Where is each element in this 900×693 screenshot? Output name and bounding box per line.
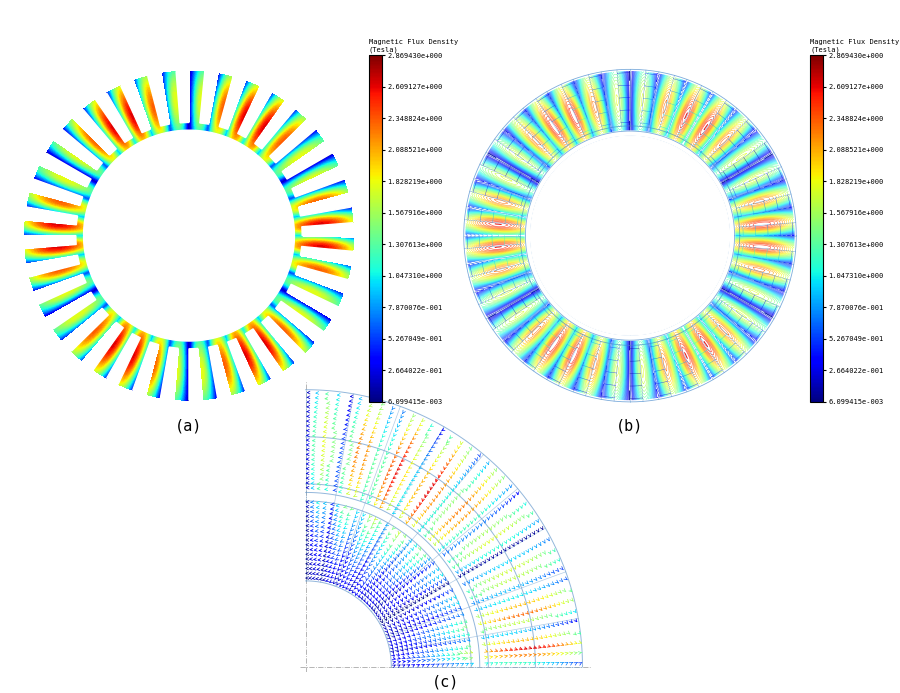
Polygon shape <box>89 135 289 336</box>
Polygon shape <box>165 139 179 182</box>
Polygon shape <box>224 274 257 310</box>
Polygon shape <box>220 77 246 130</box>
Polygon shape <box>83 322 123 369</box>
Polygon shape <box>148 144 170 186</box>
Polygon shape <box>231 267 268 299</box>
Polygon shape <box>160 347 178 399</box>
Polygon shape <box>114 271 150 304</box>
Polygon shape <box>88 134 290 337</box>
Polygon shape <box>244 228 287 236</box>
Polygon shape <box>302 222 354 236</box>
Polygon shape <box>40 153 91 187</box>
Polygon shape <box>126 278 158 315</box>
Polygon shape <box>238 195 281 217</box>
Polygon shape <box>63 308 108 351</box>
Polygon shape <box>208 286 230 327</box>
Polygon shape <box>85 131 293 340</box>
Polygon shape <box>94 202 138 221</box>
Polygon shape <box>104 263 144 291</box>
Polygon shape <box>148 73 169 126</box>
Polygon shape <box>31 179 83 205</box>
Polygon shape <box>262 316 304 362</box>
Polygon shape <box>107 333 140 384</box>
Polygon shape <box>91 236 134 243</box>
Polygon shape <box>181 138 189 181</box>
Text: (a): (a) <box>176 418 202 433</box>
Polygon shape <box>275 301 323 342</box>
Polygon shape <box>200 72 218 124</box>
Polygon shape <box>203 141 222 184</box>
Polygon shape <box>292 168 344 197</box>
Polygon shape <box>138 184 240 287</box>
Polygon shape <box>95 93 132 142</box>
Polygon shape <box>110 173 147 204</box>
Polygon shape <box>87 134 291 337</box>
Polygon shape <box>194 139 206 182</box>
Polygon shape <box>270 121 315 163</box>
Polygon shape <box>243 241 286 252</box>
Polygon shape <box>301 247 353 264</box>
Polygon shape <box>228 167 264 200</box>
Polygon shape <box>55 130 103 170</box>
Polygon shape <box>531 137 729 335</box>
Polygon shape <box>24 236 77 249</box>
Polygon shape <box>176 71 189 123</box>
Polygon shape <box>140 283 166 324</box>
Polygon shape <box>579 184 681 287</box>
Polygon shape <box>234 180 274 208</box>
Polygon shape <box>189 349 202 400</box>
Polygon shape <box>242 211 285 226</box>
Polygon shape <box>283 142 331 179</box>
Polygon shape <box>34 274 86 304</box>
Polygon shape <box>132 342 158 394</box>
Polygon shape <box>134 151 162 191</box>
Polygon shape <box>216 281 244 320</box>
Polygon shape <box>172 290 184 333</box>
Polygon shape <box>156 287 175 330</box>
Polygon shape <box>27 255 79 277</box>
Polygon shape <box>74 109 116 155</box>
Polygon shape <box>240 250 284 269</box>
Polygon shape <box>47 292 95 329</box>
Text: (c): (c) <box>432 675 459 690</box>
Polygon shape <box>84 130 294 341</box>
Polygon shape <box>93 245 136 260</box>
Polygon shape <box>526 131 734 340</box>
Polygon shape <box>209 345 230 398</box>
Polygon shape <box>299 195 351 216</box>
Text: (b): (b) <box>616 418 643 433</box>
Polygon shape <box>121 81 150 132</box>
Polygon shape <box>85 132 293 340</box>
Polygon shape <box>85 131 293 340</box>
Polygon shape <box>97 254 140 276</box>
Polygon shape <box>237 259 277 285</box>
Polygon shape <box>228 339 257 390</box>
Polygon shape <box>246 329 283 378</box>
Polygon shape <box>189 290 197 333</box>
Polygon shape <box>295 266 347 292</box>
Polygon shape <box>121 161 154 197</box>
Text: Magnetic Flux Density
(Tesla): Magnetic Flux Density (Tesla) <box>810 40 899 53</box>
Polygon shape <box>220 156 252 193</box>
Polygon shape <box>199 289 213 332</box>
Polygon shape <box>101 186 141 212</box>
Polygon shape <box>86 132 292 339</box>
Polygon shape <box>255 102 295 149</box>
Polygon shape <box>86 133 292 338</box>
Polygon shape <box>238 87 271 138</box>
Polygon shape <box>25 207 77 225</box>
Polygon shape <box>212 148 238 188</box>
Polygon shape <box>287 284 338 318</box>
Polygon shape <box>92 219 135 230</box>
Text: Magnetic Flux Density
(Tesla): Magnetic Flux Density (Tesla) <box>369 40 458 53</box>
